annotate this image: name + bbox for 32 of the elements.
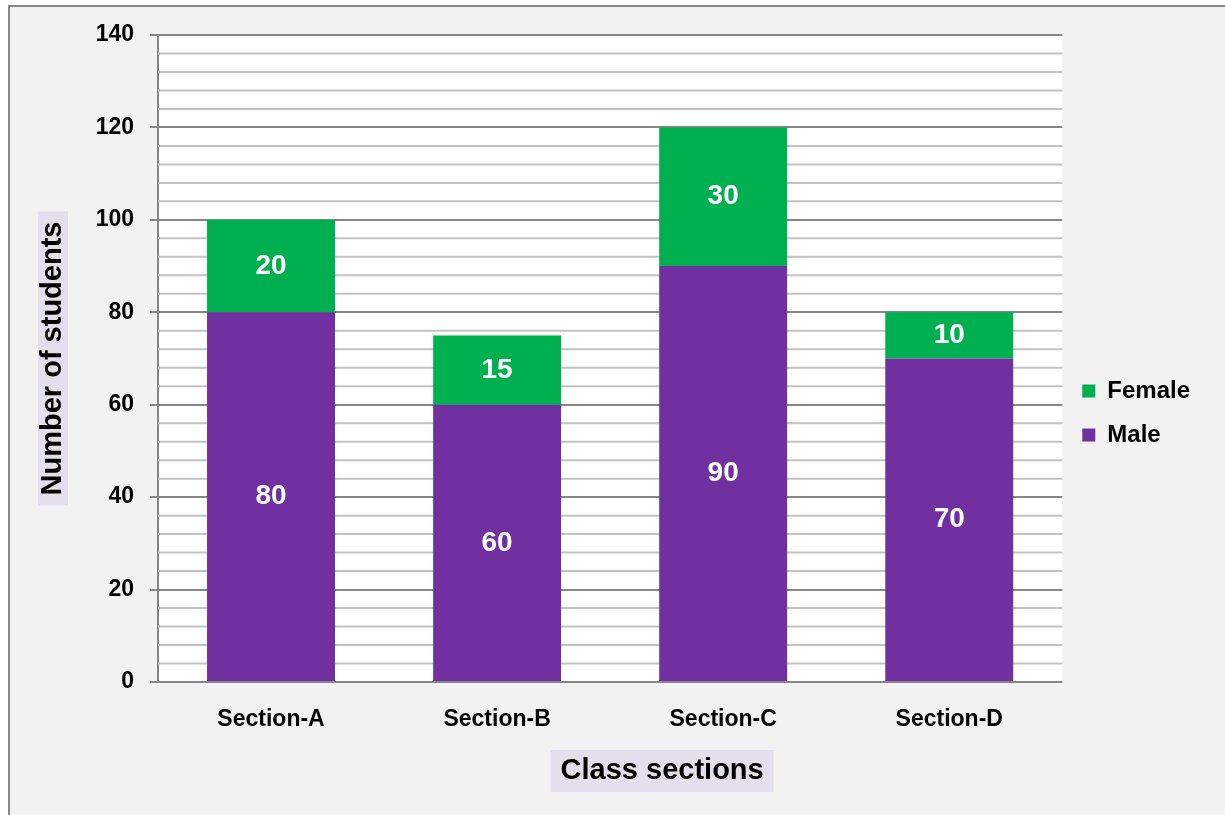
x-tick-label: Section-D <box>895 705 1003 732</box>
bar <box>207 219 336 313</box>
y-tick-label: 0 <box>121 667 134 694</box>
data-label: 60 <box>481 525 513 557</box>
y-tick-label: 140 <box>95 20 134 47</box>
y-tick-label: 100 <box>95 205 134 232</box>
data-label: 30 <box>707 179 739 211</box>
bar <box>433 404 562 681</box>
y-tick-label: 60 <box>108 390 134 417</box>
y-tick-label: 120 <box>95 112 134 139</box>
legend-label: Female <box>1107 375 1191 403</box>
data-label: 10 <box>933 318 965 350</box>
x-tick-label: Section-C <box>669 705 777 732</box>
x-axis-title: Class sections <box>560 753 764 785</box>
y-tick-label: 80 <box>108 297 134 324</box>
y-tick-label: 40 <box>108 482 134 509</box>
bar <box>207 312 336 681</box>
data-label: 20 <box>255 248 287 280</box>
bar <box>659 127 788 267</box>
data-label: 80 <box>255 479 287 511</box>
bar <box>659 266 788 681</box>
y-axis-title: Number of students <box>35 221 67 496</box>
legend-label: Male <box>1107 419 1161 447</box>
data-label: 90 <box>707 456 739 488</box>
data-label: 15 <box>481 352 513 384</box>
x-tick-label: Section-B <box>443 705 551 732</box>
data-label: 70 <box>933 502 965 534</box>
x-tick-label: Section-A <box>217 705 325 732</box>
bar <box>433 335 562 405</box>
bar <box>885 358 1014 681</box>
bar <box>885 312 1014 359</box>
y-tick-label: 20 <box>108 574 134 601</box>
